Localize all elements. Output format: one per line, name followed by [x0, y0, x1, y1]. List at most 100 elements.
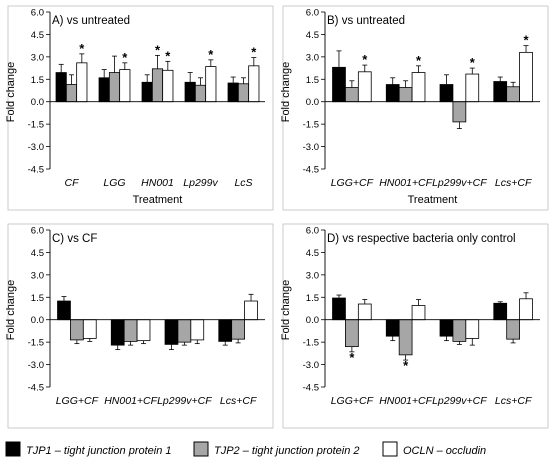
significance-marker: *	[155, 42, 161, 57]
bar-tjp1-lcs-cf	[218, 319, 233, 342]
y-axis-title: Fold change	[280, 62, 292, 123]
y-tick-label: 4.5	[306, 248, 319, 259]
bar-ocln-hn001-cf	[411, 305, 426, 321]
y-tick-label: 4.5	[31, 248, 44, 259]
panel-title: B) vs untreated	[327, 15, 405, 27]
bar-tjp2-hn001-cf	[398, 87, 413, 103]
category-label-hn001-cf: HN001+CF	[379, 177, 432, 189]
y-tick-label: -1.5	[28, 338, 44, 349]
bar-tjp2-lcs-cf	[506, 319, 520, 340]
legend-label-tjp1: TJP1 – tight junction protein 1	[26, 445, 172, 457]
bar-ocln-lcs-cf	[244, 300, 258, 321]
plot-frame	[282, 5, 549, 211]
significance-marker: *	[251, 45, 257, 60]
bar-ocln-lcs	[248, 65, 260, 103]
panel-title: C) vs CF	[52, 233, 97, 245]
category-label-lgg-cf: LGG+CF	[331, 177, 374, 189]
bar-tjp2-lp299v-cf	[177, 319, 192, 343]
bar-ocln-lcs-cf	[519, 298, 533, 321]
y-tick-label: -1.5	[28, 120, 44, 131]
category-label-hn001-cf: HN001+CF	[104, 395, 157, 407]
legend-label-tjp2: TJP2 – tight junction protein 2	[214, 445, 360, 457]
y-tick-label: 1.5	[306, 75, 319, 86]
bar-tjp1-hn001-cf	[110, 319, 125, 346]
y-tick-label: -4.5	[28, 383, 44, 394]
category-label-lcs-cf: Lcs+CF	[220, 395, 257, 407]
panel-title: A) vs untreated	[52, 15, 130, 27]
category-label-lp299v-cf: Lp299v+CF	[432, 177, 487, 189]
y-tick-label: 4.5	[306, 30, 319, 41]
significance-marker: *	[523, 33, 529, 48]
bar-ocln-lp299v-cf	[190, 319, 205, 341]
category-label-lcs-cf: Lcs+CF	[495, 177, 532, 189]
bar-tjp2-lp299v-cf	[452, 319, 467, 342]
bar-tjp2-lp299v	[194, 84, 207, 103]
y-tick-label: -1.5	[303, 120, 319, 131]
bar-tjp2-lcs	[237, 83, 250, 103]
y-axis-title: Fold change	[280, 280, 292, 341]
y-tick-label: 6.0	[306, 8, 319, 19]
bar-tjp1-cf	[55, 72, 67, 103]
plot-frame	[7, 223, 274, 429]
y-tick-label: 0.0	[31, 315, 44, 326]
category-label-lgg-cf: LGG+CF	[331, 395, 374, 407]
y-tick-label: -4.5	[303, 165, 319, 176]
category-label-cf: CF	[65, 177, 80, 189]
bar-tjp1-lp299v-cf	[164, 319, 179, 345]
bar-ocln-lgg-cf	[357, 303, 372, 321]
legend-swatch-ocln	[382, 441, 398, 457]
legend-swatch-tjp1	[5, 441, 21, 457]
y-tick-label: -4.5	[303, 383, 319, 394]
y-tick-label: 1.5	[306, 293, 319, 304]
category-label-lgg: LGG	[103, 177, 125, 189]
y-axis-title: Fold change	[5, 280, 17, 341]
bar-tjp2-lgg-cf	[345, 319, 359, 348]
bar-tjp2-lp299v-cf	[452, 101, 467, 123]
bar-tjp1-lgg-cf	[332, 66, 346, 103]
significance-marker: *	[470, 55, 476, 70]
legend-item-tjp2: TJP2 – tight junction protein 2	[193, 441, 360, 457]
bar-tjp1-lgg	[98, 77, 110, 103]
bar-ocln-lp299v	[205, 66, 217, 103]
bar-ocln-lgg	[119, 69, 131, 103]
y-tick-label: -4.5	[28, 165, 44, 176]
bar-tjp2-hn001-cf	[123, 319, 138, 342]
y-tick-label: 6.0	[31, 226, 44, 237]
legend-label-ocln: OCLN – occludin	[403, 445, 486, 457]
panel-b: 6.0 4.5 3.0 1.5 0.0 -1.5 -3.0 -4.5 Fold change B)…	[280, 5, 549, 211]
bar-tjp1-lcs	[227, 82, 239, 103]
y-tick-label: -3.0	[303, 142, 319, 153]
bar-tjp1-hn001	[141, 81, 153, 103]
legend-swatch-tjp2	[193, 441, 209, 457]
significance-marker: *	[349, 350, 355, 365]
bar-ocln-lp299v-cf	[465, 73, 480, 103]
category-label-lcs: LcS	[234, 177, 252, 189]
y-axis-title: Fold change	[5, 62, 17, 123]
y-tick-label: -3.0	[28, 360, 44, 371]
bar-tjp2-lgg-cf	[345, 87, 359, 103]
bar-tjp1-lp299v-cf	[439, 84, 454, 103]
bar-ocln-hn001-cf	[411, 72, 426, 103]
bar-ocln-lgg-cf	[82, 319, 97, 339]
significance-marker: *	[122, 50, 128, 65]
legend: TJP1 – tight junction protein 1 TJP2 – t…	[5, 441, 486, 457]
bar-ocln-hn001	[162, 69, 174, 103]
bar-ocln-lp299v-cf	[465, 319, 480, 339]
y-tick-label: 1.5	[31, 75, 44, 86]
y-tick-label: 0.0	[31, 97, 44, 108]
bar-tjp2-lcs-cf	[231, 319, 245, 340]
bar-ocln-lgg-cf	[357, 71, 372, 103]
significance-marker: *	[79, 41, 85, 56]
y-tick-label: 3.0	[31, 270, 44, 281]
y-tick-label: 1.5	[31, 293, 44, 304]
y-tick-label: 4.5	[31, 30, 44, 41]
bar-tjp1-lcs-cf	[493, 81, 508, 103]
significance-marker: *	[362, 52, 368, 67]
category-label-lgg-cf: LGG+CF	[56, 395, 99, 407]
category-label-lp299v: Lp299v	[183, 177, 218, 189]
significance-marker: *	[416, 53, 422, 68]
y-tick-label: 0.0	[306, 97, 319, 108]
bar-tjp2-lcs-cf	[506, 86, 520, 103]
y-tick-label: 3.0	[31, 52, 44, 63]
bar-tjp1-hn001-cf	[385, 319, 400, 337]
